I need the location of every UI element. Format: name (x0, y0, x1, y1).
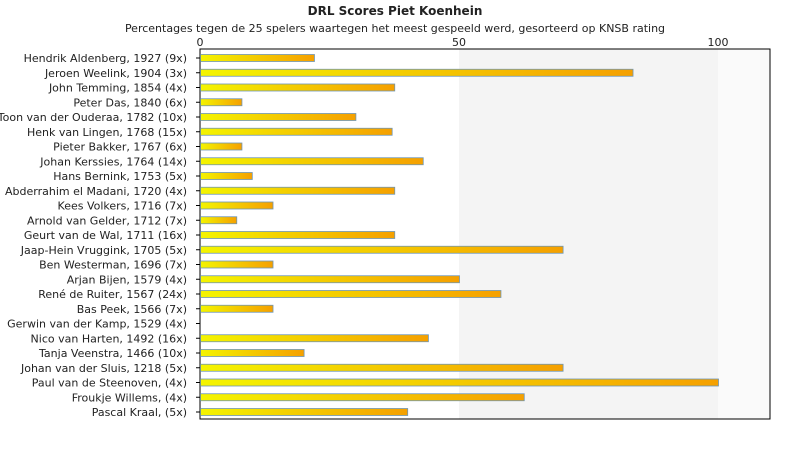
category-label: Bas Peek, 1566 (7x) (77, 303, 187, 316)
bar (200, 216, 238, 225)
bar (200, 290, 502, 298)
category-label: Pascal Kraal, (5x) (92, 406, 187, 419)
bar (200, 127, 393, 136)
bar (200, 349, 305, 357)
chart-title: DRL Scores Piet Koenhein (307, 4, 483, 18)
category-label: Peter Das, 1840 (6x) (73, 96, 187, 109)
category-label: Geurt van de Wal, 1711 (16x) (24, 229, 187, 242)
category-label: Gerwin van der Kamp, 1529 (4x) (7, 318, 187, 331)
category-label: Froukje Willems, (4x) (72, 391, 187, 404)
bar (200, 408, 409, 416)
category-label: Johan van der Sluis, 1218 (5x) (20, 362, 187, 375)
x-tick-label: 100 (708, 36, 729, 49)
chart-subtitle: Percentages tegen de 25 spelers waartege… (124, 22, 666, 35)
category-label: Toon van der Ouderaa, 1782 (10x) (0, 111, 187, 124)
category-label: Kees Volkers, 1716 (7x) (58, 200, 187, 213)
bar (200, 54, 315, 62)
bar (200, 260, 274, 269)
category-label: Hans Bernink, 1753 (5x) (53, 170, 187, 183)
bar (200, 334, 429, 343)
category-label: Jaap-Hein Vruggink, 1705 (5x) (20, 244, 187, 257)
bar (200, 304, 274, 313)
category-label: Tanja Veenstra, 1466 (10x) (38, 347, 187, 360)
bar (200, 157, 424, 166)
category-label: Jeroen Weelink, 1904 (3x) (44, 67, 187, 80)
bar (200, 98, 243, 107)
bar (200, 201, 274, 210)
category-label: Abderrahim el Madani, 1720 (4x) (5, 185, 187, 198)
bar (200, 142, 243, 151)
category-label: Ben Westerman, 1696 (7x) (39, 259, 187, 272)
bar (200, 378, 719, 387)
category-label: Nico van Harten, 1492 (16x) (31, 332, 187, 345)
x-tick-label: 50 (452, 36, 466, 49)
background-band (459, 49, 718, 419)
bar (200, 172, 253, 180)
plot-frame (199, 48, 771, 420)
x-tick-label: 0 (197, 36, 204, 49)
category-label: Johan Kerssies, 1764 (14x) (39, 155, 187, 168)
category-label: Arnold van Gelder, 1712 (7x) (27, 214, 187, 227)
category-label: Henk van Lingen, 1768 (15x) (27, 126, 187, 139)
bar (200, 363, 564, 372)
bar (200, 245, 564, 254)
background-band (718, 49, 770, 419)
bar (200, 275, 460, 284)
bar (200, 393, 525, 402)
bar (200, 68, 634, 77)
category-label: Pieter Bakker, 1767 (6x) (53, 141, 187, 154)
bar (200, 83, 396, 92)
category-label: John Temming, 1854 (4x) (48, 82, 187, 95)
bar (200, 231, 396, 239)
bar (200, 113, 357, 121)
bar (200, 186, 396, 195)
category-label: René de Ruiter, 1567 (24x) (38, 288, 187, 301)
category-label: Paul van de Steenoven, (4x) (32, 377, 187, 390)
category-label: Hendrik Aldenberg, 1927 (9x) (24, 52, 187, 65)
category-label: Arjan Bijen, 1579 (4x) (67, 273, 187, 286)
